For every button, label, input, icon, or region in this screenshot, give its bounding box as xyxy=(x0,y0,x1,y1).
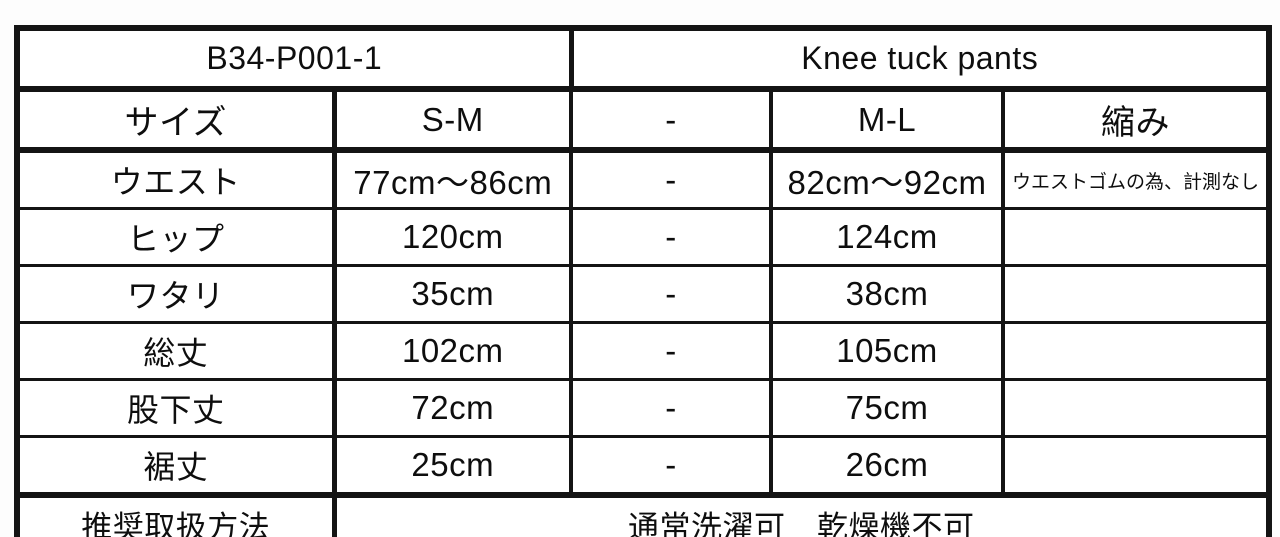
row-hem-width: 裾丈 25cm - 26cm xyxy=(15,435,1271,497)
value-mid: - xyxy=(569,264,773,324)
value-ml: 38cm xyxy=(769,264,1005,324)
note-cell xyxy=(1001,321,1271,381)
note-cell xyxy=(1001,378,1271,438)
value-mid: - xyxy=(569,321,773,381)
value-sm: 77cm～86cm xyxy=(332,148,573,210)
size-row-label: サイズ xyxy=(15,87,337,153)
size-sm-cell: S-M xyxy=(332,87,573,153)
note-cell xyxy=(1001,207,1271,267)
value-sm: 35cm xyxy=(332,264,573,324)
value-sm: 102cm xyxy=(332,321,573,381)
row-label: ウエスト xyxy=(15,148,337,210)
row-label: ヒップ xyxy=(15,207,337,267)
care-row: 推奨取扱方法 通常洗濯可 乾燥機不可 xyxy=(15,492,1271,537)
value-mid: - xyxy=(569,148,773,210)
size-header-row: サイズ S-M - M-L 縮み xyxy=(15,87,1271,153)
value-ml: 75cm xyxy=(769,378,1005,438)
product-code-cell: B34-P001-1 xyxy=(15,26,574,92)
value-sm: 25cm xyxy=(332,435,573,497)
value-ml: 26cm xyxy=(769,435,1005,497)
row-inseam: 股下丈 72cm - 75cm xyxy=(15,378,1271,438)
note-cell xyxy=(1001,264,1271,324)
product-name-cell: Knee tuck pants xyxy=(569,26,1271,92)
size-chart-table: B34-P001-1 Knee tuck pants サイズ S-M - M-L… xyxy=(14,25,1272,537)
value-ml: 82cm～92cm xyxy=(769,148,1005,210)
row-waist: ウエスト 77cm～86cm - 82cm～92cm ウエストゴムの為、計測なし xyxy=(15,148,1271,210)
note-cell: ウエストゴムの為、計測なし xyxy=(1001,148,1271,210)
value-sm: 120cm xyxy=(332,207,573,267)
care-label-cell: 推奨取扱方法 xyxy=(15,492,337,537)
row-hip: ヒップ 120cm - 124cm xyxy=(15,207,1271,267)
value-mid: - xyxy=(569,378,773,438)
row-label: ワタリ xyxy=(15,264,337,324)
value-mid: - xyxy=(569,435,773,497)
row-label: 総丈 xyxy=(15,321,337,381)
shrink-header-cell: 縮み xyxy=(1001,87,1271,153)
care-instructions-cell: 通常洗濯可 乾燥機不可 xyxy=(332,492,1271,537)
row-thigh: ワタリ 35cm - 38cm xyxy=(15,264,1271,324)
value-sm: 72cm xyxy=(332,378,573,438)
size-mid-cell: - xyxy=(569,87,773,153)
note-cell xyxy=(1001,435,1271,497)
value-mid: - xyxy=(569,207,773,267)
size-ml-cell: M-L xyxy=(769,87,1005,153)
row-total-length: 総丈 102cm - 105cm xyxy=(15,321,1271,381)
row-label: 股下丈 xyxy=(15,378,337,438)
row-label: 裾丈 xyxy=(15,435,337,497)
value-ml: 124cm xyxy=(769,207,1005,267)
title-row: B34-P001-1 Knee tuck pants xyxy=(15,26,1271,92)
value-ml: 105cm xyxy=(769,321,1005,381)
